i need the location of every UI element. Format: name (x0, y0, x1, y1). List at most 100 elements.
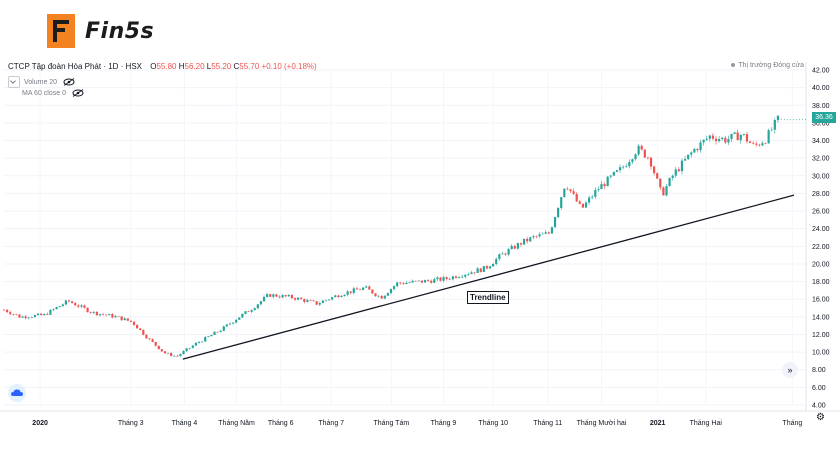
candle-body (52, 309, 55, 310)
candle-body (634, 154, 637, 160)
candle-body (578, 201, 581, 204)
chart-header: CTCP Tập đoàn Hòa Phát · 1D · HSX O55.80… (8, 62, 317, 71)
candle-body (396, 282, 399, 287)
brand-mark-icon (47, 14, 75, 48)
candle-body (309, 300, 312, 301)
y-tick-label: 20.00 (812, 261, 830, 268)
eye-icon[interactable] (72, 89, 84, 97)
candle-body (758, 144, 761, 146)
candle-body (163, 351, 167, 354)
candle-body (318, 303, 321, 305)
candle-body (334, 295, 337, 298)
candle-body (767, 130, 770, 144)
symbol-title[interactable]: CTCP Tập đoàn Hòa Phát · 1D · HSX (8, 62, 142, 71)
y-tick-label: 32.00 (812, 156, 830, 163)
candle-body (733, 132, 736, 134)
candle-body (43, 313, 46, 316)
settings-gear-icon[interactable]: ⚙ (816, 412, 825, 423)
candle-body (374, 293, 377, 297)
candle-body (272, 294, 275, 297)
candle-body (77, 305, 80, 307)
x-tick-label: Tháng 11 (533, 420, 562, 427)
trendline (182, 194, 795, 360)
candle-body (293, 298, 297, 300)
brand-logo: Fin5s (47, 14, 154, 48)
candle-body (5, 309, 9, 313)
candle-body (622, 166, 625, 168)
candle-body (365, 286, 368, 288)
candle-body (637, 145, 640, 155)
candle-body (337, 295, 340, 298)
candle-body (457, 277, 461, 278)
candle-body (383, 295, 386, 299)
y-tick-label: 38.00 (812, 103, 830, 110)
indicator-ma[interactable]: MA 60 close 0 (8, 89, 84, 97)
candle-body (752, 142, 755, 144)
candle-body (170, 353, 173, 356)
candle-body (259, 301, 263, 305)
candle-body (15, 314, 18, 315)
candle-body (510, 246, 513, 250)
candle-body (61, 304, 64, 307)
candle-body (185, 348, 188, 352)
trendline-label[interactable]: Trendline (467, 291, 509, 304)
x-tick-label: Tháng (782, 420, 802, 427)
candle-body (30, 317, 33, 318)
cloud-icon[interactable] (8, 384, 26, 402)
candle-body (194, 342, 198, 346)
candle-body (89, 312, 92, 313)
candle-body (111, 314, 114, 318)
candle-body (145, 334, 148, 339)
candle-body (776, 115, 780, 120)
candle-body (560, 197, 563, 208)
candle-body (64, 300, 68, 305)
candle-body (18, 314, 21, 318)
candle-body (129, 320, 133, 322)
y-tick-label: 14.00 (812, 314, 830, 321)
candle-body (742, 134, 745, 135)
candle-body (550, 227, 554, 234)
indicator-volume[interactable]: Volume 20 (8, 76, 75, 88)
candle-body (516, 243, 519, 249)
candle-body (498, 254, 501, 259)
collapse-chevron-icon[interactable] (8, 76, 20, 88)
candle-body (262, 296, 266, 302)
x-tick-label: Tháng 7 (318, 420, 344, 427)
x-tick-label: Tháng 10 (478, 420, 508, 427)
candle-body (662, 187, 665, 196)
candle-body (535, 236, 538, 237)
candle-body (355, 288, 359, 290)
candle-body (362, 287, 365, 290)
y-tick-label: 8.00 (812, 367, 826, 374)
eye-icon[interactable] (63, 78, 75, 86)
scroll-forward-button[interactable]: » (782, 362, 798, 378)
candle-body (312, 300, 315, 302)
candle-body (36, 313, 40, 316)
candle-body (454, 276, 458, 278)
candle-body (674, 169, 677, 176)
candle-body (225, 324, 228, 327)
candle-body (55, 307, 58, 310)
candle-body (216, 331, 219, 333)
candle-body (179, 354, 182, 357)
candle-body (464, 274, 467, 277)
candle-body (95, 311, 98, 316)
y-tick-label: 30.00 (812, 173, 830, 180)
candle-body (687, 154, 690, 160)
price-chart[interactable]: 42.00 40.00 38.00 36.00 34.00 32.00 30.00 28.00… (0, 56, 840, 473)
candle-body (197, 342, 201, 343)
candle-body (386, 293, 389, 296)
y-tick-label: 22.00 (812, 244, 830, 251)
x-tick-label: Tháng 9 (431, 420, 457, 427)
candle-body (368, 286, 371, 290)
candle-body (427, 280, 430, 281)
candle-body (631, 159, 634, 162)
x-tick-label: Tháng 3 (118, 420, 144, 427)
candle-body (721, 137, 724, 140)
candle-body (349, 291, 352, 293)
candle-body (296, 297, 300, 300)
candle-body (166, 353, 170, 354)
candle-body (300, 297, 303, 300)
candle-body (321, 300, 324, 304)
candle-body (553, 217, 557, 228)
